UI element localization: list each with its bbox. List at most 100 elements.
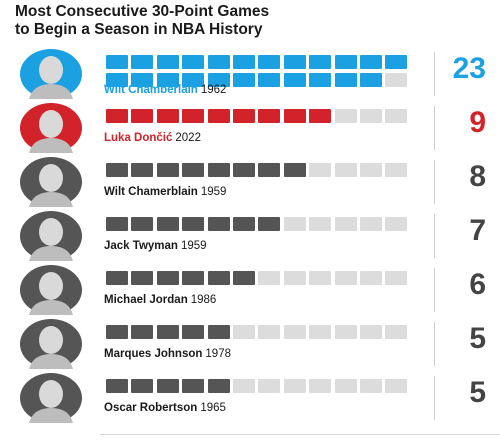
game-segment-empty [233, 379, 255, 393]
game-segment-empty [334, 217, 357, 231]
game-segment-filled [131, 55, 154, 69]
player-caption: Oscar Robertson 1965 [104, 402, 226, 414]
game-segment-empty [334, 271, 357, 285]
game-segment-empty [334, 109, 357, 123]
game-segment-empty [385, 109, 408, 123]
value-divider [434, 52, 435, 96]
game-segment-filled [207, 55, 230, 69]
player-row: Jack Twyman 1959 7 [0, 210, 500, 262]
game-segment-filled [156, 55, 179, 69]
game-segment-filled [309, 73, 332, 87]
game-segment-filled [283, 109, 306, 123]
game-segment-empty [385, 325, 408, 339]
game-segment-empty [360, 217, 382, 231]
game-segment-filled [207, 217, 230, 231]
season-year: 1986 [190, 294, 217, 306]
game-segment-filled [131, 379, 154, 393]
game-segment-empty [360, 109, 382, 123]
value-divider [434, 214, 435, 258]
game-segment-empty [258, 271, 281, 285]
game-count-label: 5 [469, 322, 486, 355]
game-segment-filled [156, 325, 179, 339]
player-caption: Wilt Chamberlain 1962 [104, 84, 226, 96]
game-segment-empty [283, 217, 306, 231]
game-segment-empty [334, 163, 357, 177]
game-segment-filled [233, 109, 255, 123]
player-row: Wilt Chamerblain 1959 8 [0, 156, 500, 208]
chart-title-line-2: to Begin a Season in NBA History [15, 21, 263, 38]
game-segment-filled [106, 73, 128, 87]
game-segment-filled [182, 109, 205, 123]
game-segment-filled [106, 217, 128, 231]
game-segment-empty [258, 325, 281, 339]
game-segment-empty [283, 325, 306, 339]
chart-title-line-1: Most Consecutive 30-Point Games [15, 3, 270, 20]
game-segment-empty [233, 325, 255, 339]
segment-bar [100, 210, 430, 262]
game-segment-filled [309, 109, 332, 123]
game-segment-filled [156, 109, 179, 123]
season-year: 1959 [200, 186, 227, 198]
game-segment-filled [283, 73, 306, 87]
game-segment-filled [233, 217, 255, 231]
season-year: 1959 [180, 240, 207, 252]
game-segment-empty [309, 325, 332, 339]
segment-bar [100, 102, 430, 154]
game-count-label: 23 [452, 52, 486, 85]
segment-bar [100, 48, 430, 100]
game-segment-empty [309, 163, 332, 177]
game-segment-filled [233, 55, 255, 69]
game-segment-filled [131, 271, 154, 285]
player-photo [19, 48, 83, 100]
game-segment-filled [182, 325, 205, 339]
player-photo [19, 318, 83, 370]
game-segment-empty [360, 325, 382, 339]
game-segment-filled [283, 55, 306, 69]
game-segment-empty [309, 217, 332, 231]
game-segment-filled [131, 163, 154, 177]
game-segment-filled [156, 379, 179, 393]
game-segment-empty [385, 379, 408, 393]
player-photo [19, 372, 83, 424]
segment-bar [100, 156, 430, 208]
game-segment-filled [207, 379, 230, 393]
game-segment-filled [258, 217, 281, 231]
value-divider [434, 106, 435, 150]
game-segment-filled [131, 217, 154, 231]
player-row: Michael Jordan 1986 6 [0, 264, 500, 316]
player-caption: Wilt Chamerblain 1959 [104, 186, 226, 198]
game-segment-filled [233, 163, 255, 177]
game-segment-filled [156, 271, 179, 285]
game-segment-filled [182, 217, 205, 231]
game-segment-empty [334, 379, 357, 393]
player-name: Jack Twyman [104, 240, 178, 252]
player-name: Michael Jordan [104, 294, 188, 306]
player-photo [19, 264, 83, 316]
game-segment-empty [385, 271, 408, 285]
segment-bar [100, 372, 430, 424]
game-segment-filled [385, 55, 408, 69]
game-segment-filled [106, 109, 128, 123]
player-caption: Luka Dončić 2022 [104, 132, 201, 144]
player-name: Wilt Chamberlain [104, 84, 198, 96]
game-segment-filled [258, 109, 281, 123]
player-row: Oscar Robertson 1965 5 [0, 372, 500, 424]
value-divider [434, 268, 435, 312]
game-segment-filled [207, 109, 230, 123]
chart-baseline [100, 434, 500, 435]
game-segment-filled [182, 73, 205, 87]
game-segment-empty [258, 379, 281, 393]
game-segment-empty [360, 379, 382, 393]
game-segment-empty [309, 379, 332, 393]
player-name: Wilt Chamerblain [104, 186, 198, 198]
player-row: Wilt Chamberlain 1962 23 [0, 48, 500, 100]
game-count-label: 8 [469, 160, 486, 193]
season-year: 2022 [175, 132, 201, 144]
game-segment-empty [385, 217, 408, 231]
game-segment-empty [334, 325, 357, 339]
game-segment-filled [106, 379, 128, 393]
game-segment-filled [182, 379, 205, 393]
player-name: Oscar Robertson [104, 402, 198, 414]
game-segment-empty [283, 379, 306, 393]
player-photo [19, 102, 83, 154]
